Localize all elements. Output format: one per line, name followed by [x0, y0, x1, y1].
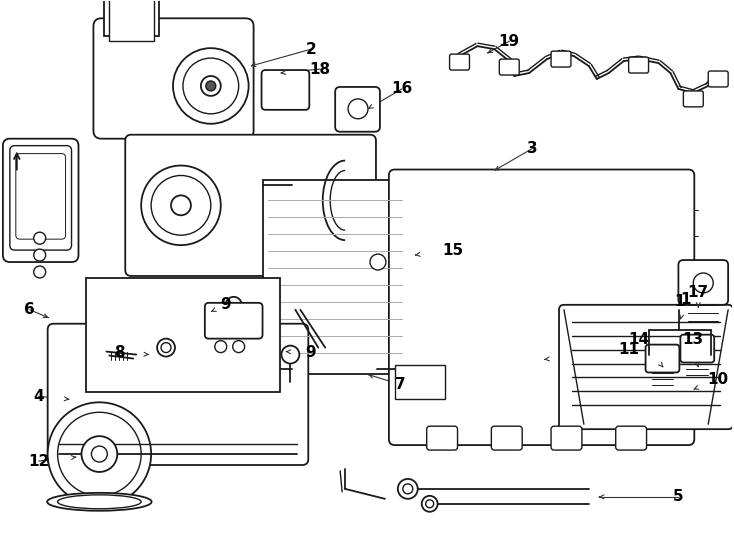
Circle shape [260, 346, 277, 363]
Circle shape [348, 99, 368, 119]
Circle shape [281, 346, 299, 363]
Bar [104, 0, 159, 36]
Circle shape [57, 412, 141, 496]
Text: 17: 17 [688, 285, 709, 300]
FancyBboxPatch shape [551, 426, 582, 450]
FancyBboxPatch shape [16, 153, 65, 239]
Text: 3: 3 [527, 141, 537, 156]
Circle shape [694, 273, 713, 293]
FancyBboxPatch shape [126, 134, 376, 276]
FancyBboxPatch shape [335, 87, 380, 132]
FancyBboxPatch shape [680, 335, 714, 362]
FancyBboxPatch shape [678, 260, 728, 305]
FancyBboxPatch shape [491, 426, 522, 450]
Text: 16: 16 [391, 82, 413, 97]
FancyBboxPatch shape [389, 170, 694, 445]
Text: 13: 13 [683, 332, 704, 347]
Circle shape [81, 436, 117, 472]
Ellipse shape [57, 495, 141, 509]
FancyBboxPatch shape [683, 91, 703, 107]
Text: 19: 19 [498, 33, 520, 49]
Ellipse shape [47, 493, 152, 511]
FancyBboxPatch shape [499, 59, 519, 75]
FancyBboxPatch shape [261, 70, 309, 110]
FancyBboxPatch shape [646, 345, 680, 373]
FancyBboxPatch shape [3, 139, 79, 262]
Bar [263, 180, 407, 374]
Circle shape [233, 341, 244, 353]
Text: 5: 5 [673, 489, 683, 504]
Circle shape [34, 249, 46, 261]
FancyBboxPatch shape [48, 323, 308, 465]
Circle shape [171, 195, 191, 215]
Text: 9: 9 [305, 345, 316, 360]
Text: 1: 1 [680, 292, 691, 307]
Circle shape [34, 266, 46, 278]
Circle shape [422, 496, 437, 512]
Circle shape [92, 446, 107, 462]
Text: 10: 10 [708, 372, 729, 387]
Circle shape [403, 484, 413, 494]
Circle shape [201, 76, 221, 96]
Bar [87, 278, 280, 393]
FancyBboxPatch shape [551, 51, 571, 67]
Circle shape [215, 341, 227, 353]
Text: 15: 15 [442, 242, 463, 258]
Circle shape [161, 342, 171, 353]
Text: 2: 2 [306, 42, 316, 57]
Circle shape [236, 318, 247, 328]
Circle shape [370, 254, 386, 270]
Bar [395, 364, 445, 400]
Circle shape [151, 176, 211, 235]
Text: 4: 4 [33, 389, 44, 404]
FancyBboxPatch shape [628, 57, 649, 73]
Text: 14: 14 [628, 332, 649, 347]
Circle shape [48, 402, 151, 506]
Circle shape [173, 48, 249, 124]
FancyBboxPatch shape [616, 426, 647, 450]
FancyBboxPatch shape [10, 146, 71, 250]
Text: 8: 8 [114, 345, 125, 360]
Text: 9: 9 [220, 298, 231, 312]
FancyBboxPatch shape [205, 303, 263, 339]
Circle shape [183, 58, 239, 114]
FancyBboxPatch shape [93, 18, 253, 139]
Text: 1: 1 [674, 294, 685, 309]
Circle shape [426, 500, 434, 508]
Circle shape [206, 81, 216, 91]
Text: 11: 11 [618, 342, 639, 357]
Bar [109, 0, 154, 41]
Text: 7: 7 [394, 377, 405, 392]
FancyBboxPatch shape [426, 426, 457, 450]
FancyBboxPatch shape [559, 305, 733, 429]
Circle shape [157, 339, 175, 356]
Text: 12: 12 [28, 454, 49, 469]
Text: 6: 6 [24, 302, 35, 318]
Circle shape [141, 166, 221, 245]
FancyBboxPatch shape [708, 71, 728, 87]
Circle shape [34, 232, 46, 244]
Text: 18: 18 [310, 62, 331, 77]
Circle shape [398, 479, 418, 499]
FancyBboxPatch shape [449, 54, 470, 70]
